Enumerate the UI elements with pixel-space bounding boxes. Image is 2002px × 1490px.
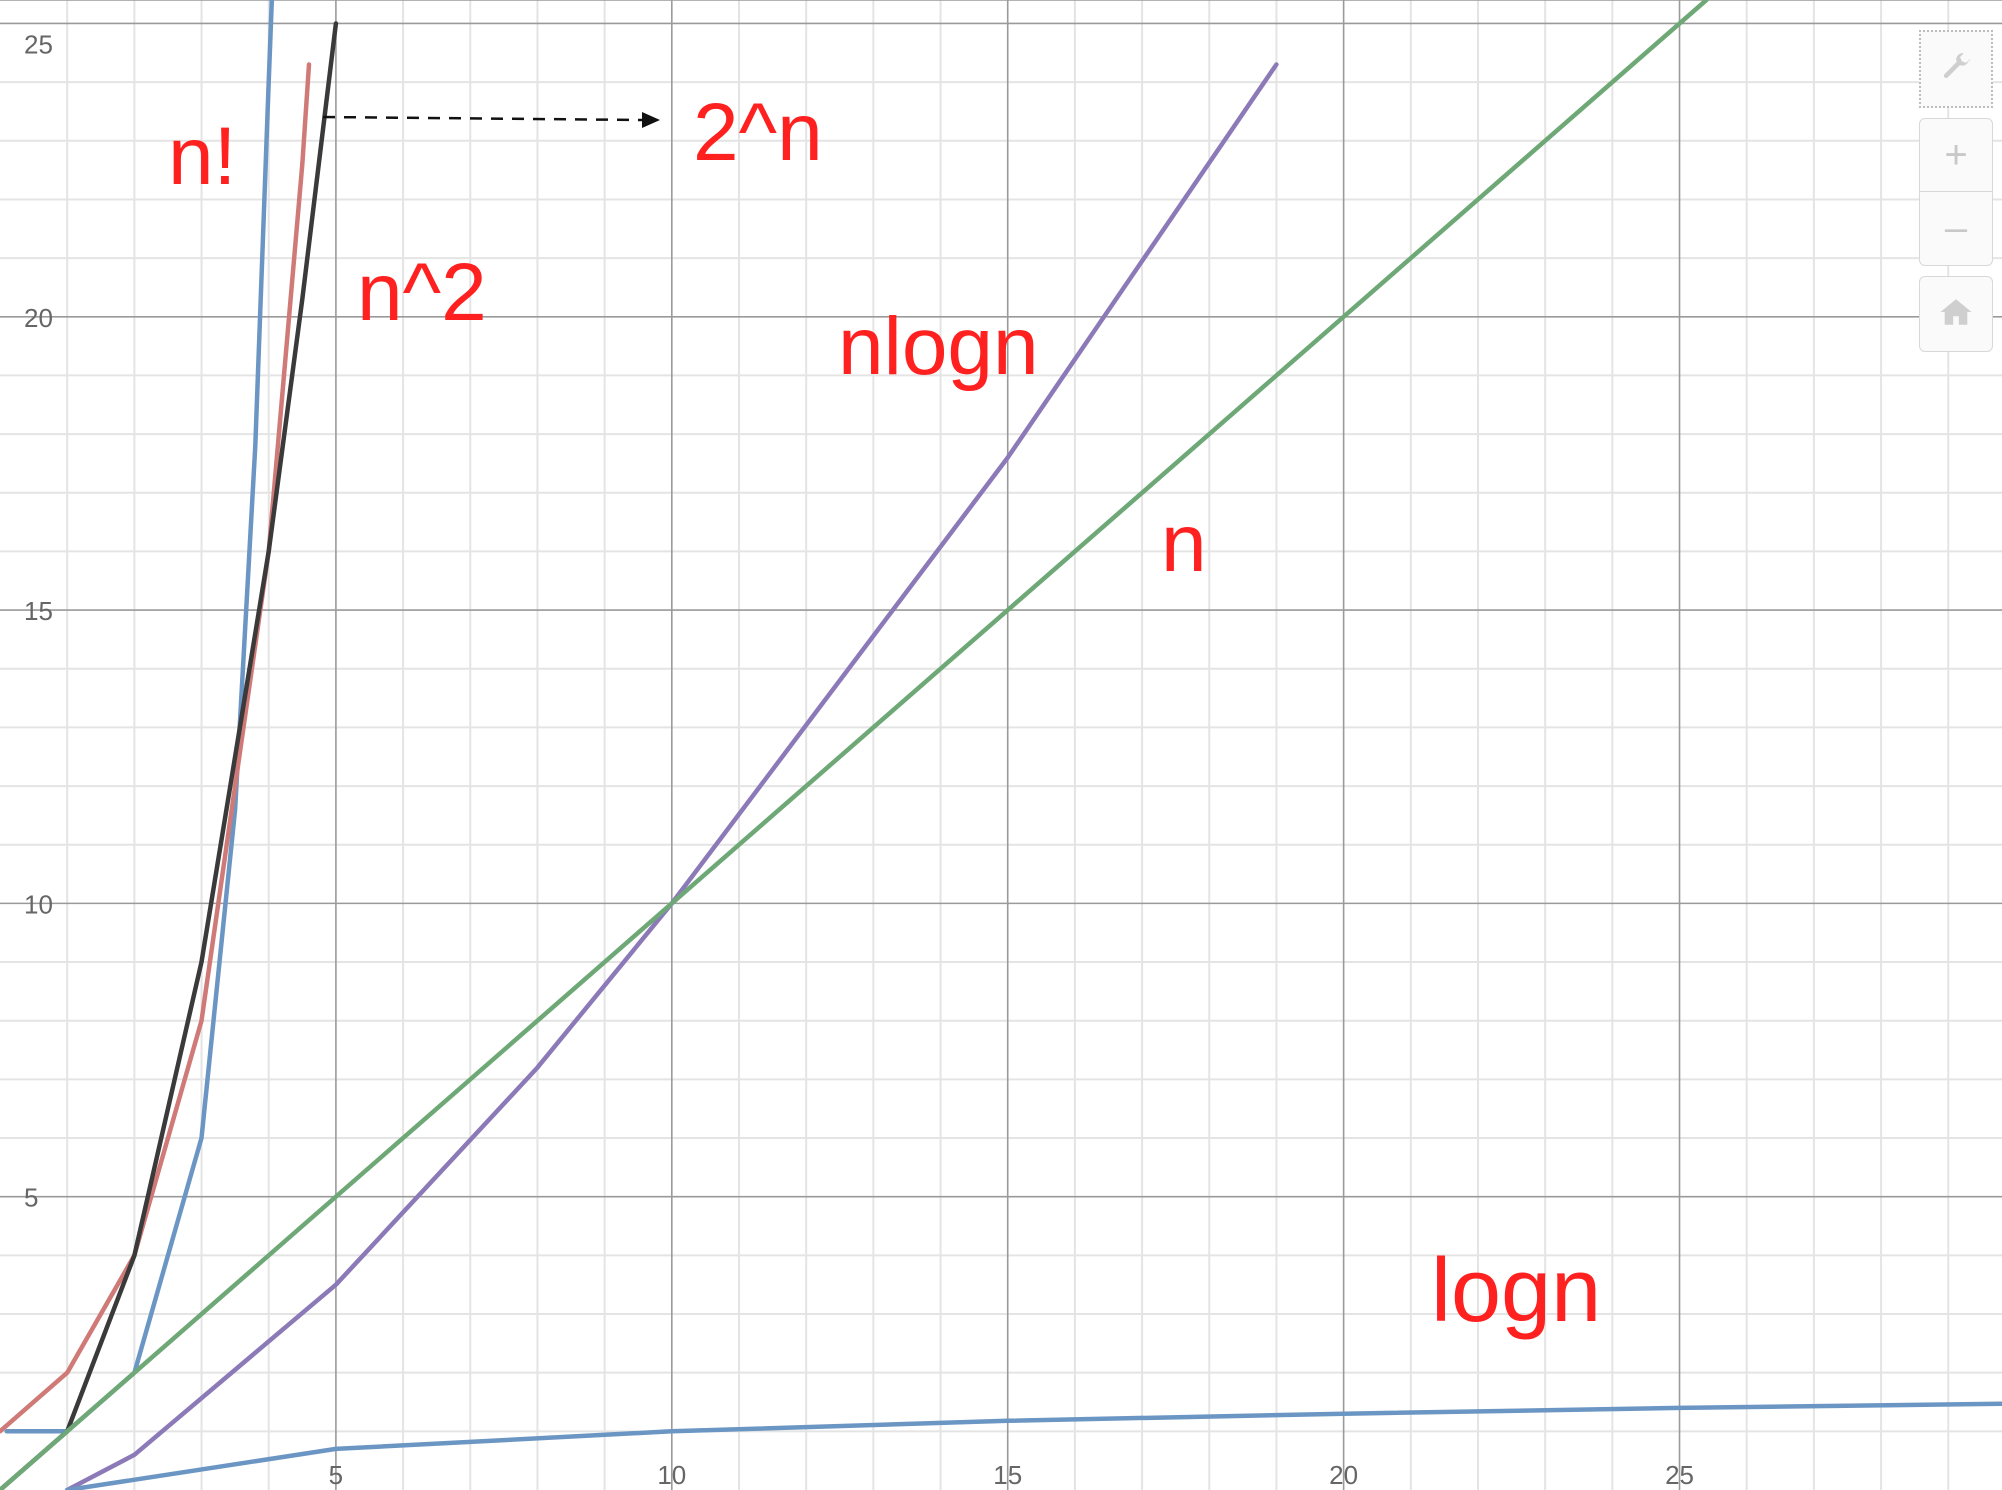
series-line-2n <box>0 21 339 1490</box>
x-tick-label: 25 <box>1665 1460 1694 1490</box>
settings-button[interactable] <box>1919 30 1993 108</box>
y-tick-label: 10 <box>24 889 53 919</box>
zoom-out-label: – <box>1944 206 1968 250</box>
annotation-logn: logn <box>1431 1241 1602 1341</box>
axis-tick-labels: 5 10 15 20 25 5 10 15 20 25 <box>24 29 1694 1490</box>
x-tick-label: 10 <box>657 1460 686 1490</box>
annotation-n: n <box>1161 498 1207 589</box>
y-tick-label: 15 <box>24 596 53 626</box>
x-tick-label: 20 <box>1329 1460 1358 1490</box>
zoom-in-button[interactable]: + <box>1919 118 1993 192</box>
x-tick-label: 5 <box>329 1460 343 1490</box>
y-tick-label: 20 <box>24 303 53 333</box>
home-icon <box>1939 297 1973 332</box>
y-tick-label: 5 <box>24 1183 38 1213</box>
annotation-n-factorial: n! <box>168 111 237 202</box>
series-line-nlogn <box>64 62 1279 1490</box>
wrench-icon <box>1939 50 1973 89</box>
series-line-n <box>0 0 1709 1490</box>
home-button[interactable] <box>1919 276 1993 352</box>
zoom-in-label: + <box>1944 132 1968 177</box>
annotation-arrow <box>322 112 660 128</box>
annotation-2-power-n: 2^n <box>693 87 823 178</box>
annotation-n-squared: n^2 <box>357 247 487 338</box>
series-line-n2 <box>0 62 312 1434</box>
series-line-logn <box>64 1401 2002 1490</box>
zoom-out-button[interactable]: – <box>1919 192 1993 266</box>
x-tick-label: 15 <box>993 1460 1022 1490</box>
y-tick-label: 25 <box>24 29 53 59</box>
annotation-nlogn: nlogn <box>838 301 1039 392</box>
